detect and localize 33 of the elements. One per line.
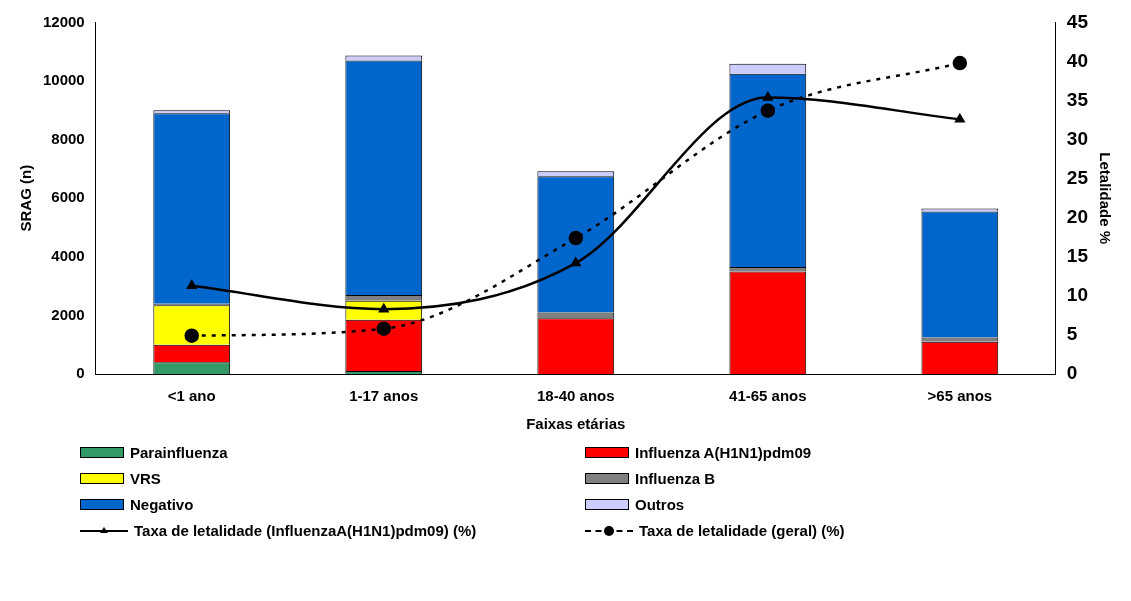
- legend-label: Parainfluenza: [130, 444, 228, 461]
- legend-label: Influenza A(H1N1)pdm09: [635, 444, 812, 461]
- legend-label: Taxa de letalidade (InfluenzaA(H1N1)pdm09) (%): [134, 522, 477, 539]
- y2-tick-label: 45: [1066, 10, 1089, 32]
- x-tick-label: >65 anos: [927, 387, 993, 405]
- legend-label: Outros: [635, 496, 685, 513]
- y-tick-label: 0: [76, 364, 85, 382]
- y-tick-label: 12000: [42, 12, 85, 30]
- y-tick-label: 8000: [51, 129, 85, 147]
- x-tick-label: 41-65 anos: [729, 387, 807, 405]
- y2-tick-label: 20: [1066, 205, 1089, 227]
- y2-tick-label: 10: [1066, 284, 1089, 306]
- y-tick-label: 4000: [51, 246, 85, 264]
- x-tick-label: <1 ano: [167, 387, 216, 405]
- legend-label: Taxa de letalidade (geral) (%): [639, 522, 845, 539]
- y2-tick-label: 40: [1066, 49, 1089, 71]
- y2-tick-label: 0: [1066, 362, 1078, 384]
- y-tick-label: 2000: [51, 305, 85, 323]
- y2-tick-label: 25: [1066, 166, 1089, 188]
- y2-tick-label: 35: [1066, 88, 1089, 110]
- x-axis-title: Faixas etárias: [526, 415, 626, 433]
- x-tick-label: 18-40 anos: [537, 387, 615, 405]
- legend-label: VRS: [130, 470, 161, 487]
- y-axis-title: SRAG (n): [17, 164, 35, 232]
- legend-label: Influenza B: [635, 470, 716, 487]
- y2-tick-label: 30: [1066, 127, 1089, 149]
- legend-label: Negativo: [130, 496, 194, 513]
- y2-tick-label: 15: [1066, 245, 1089, 267]
- y-tick-label: 10000: [42, 71, 85, 89]
- x-tick-label: 1-17 anos: [349, 387, 419, 405]
- y2-axis-title: Letalidade %: [1096, 152, 1114, 245]
- y-tick-label: 6000: [51, 188, 85, 206]
- y2-tick-label: 5: [1066, 323, 1078, 345]
